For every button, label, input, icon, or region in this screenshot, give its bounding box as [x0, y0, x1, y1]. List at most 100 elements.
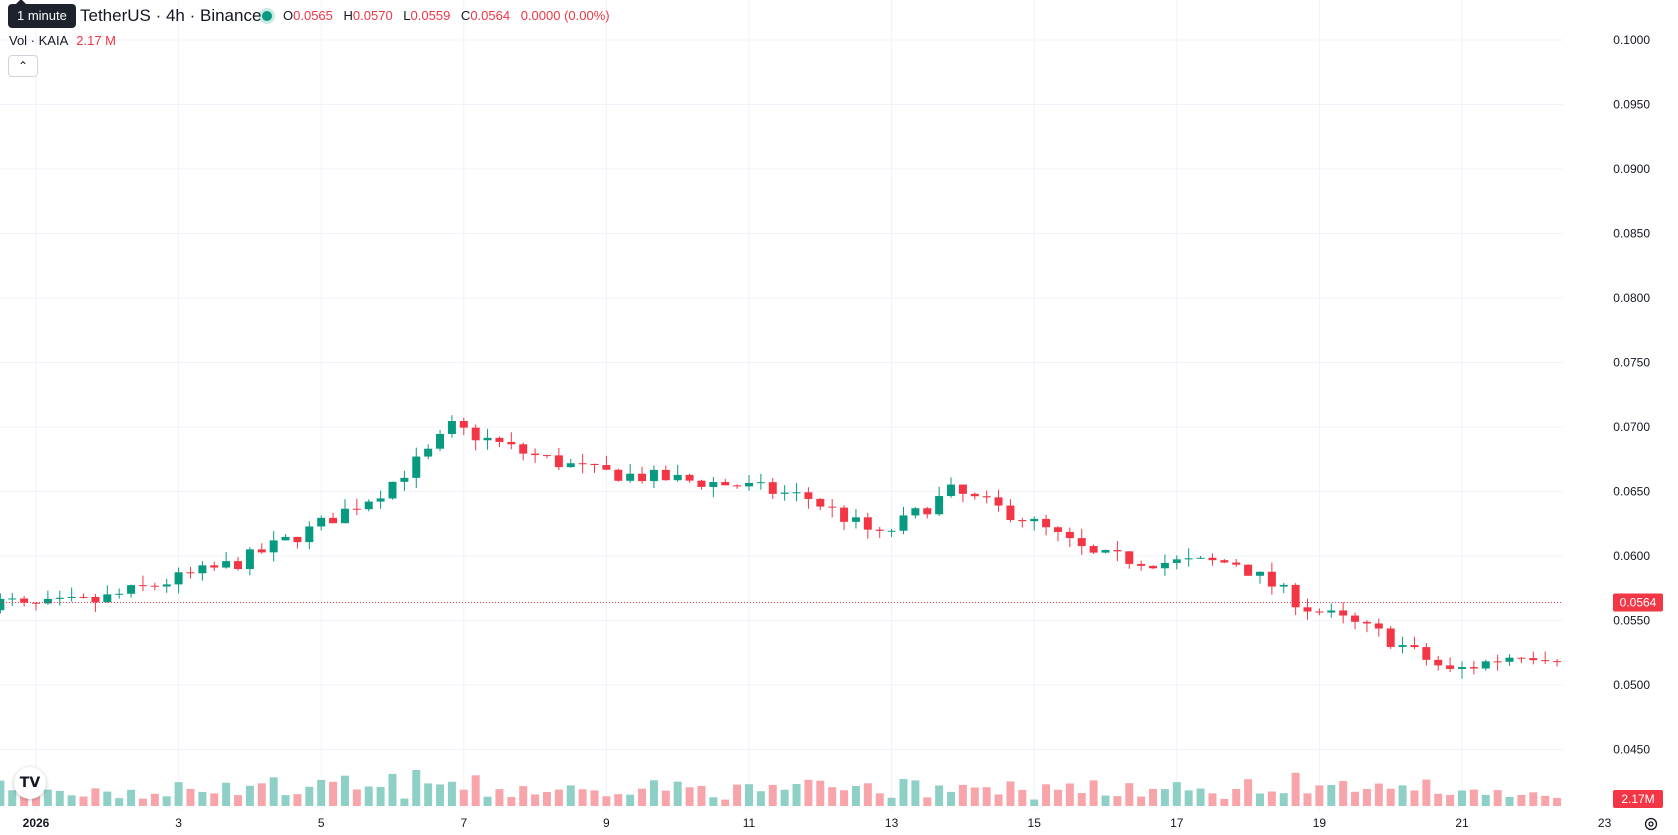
- candle-down: [1113, 550, 1122, 552]
- candle-down: [519, 444, 528, 454]
- volume-bar: [198, 791, 207, 806]
- time-tick-label: 17: [1170, 816, 1184, 830]
- volume-bar: [602, 796, 611, 806]
- candle-up: [174, 572, 183, 585]
- candle-down: [554, 455, 563, 468]
- candle-down: [459, 421, 468, 428]
- candle-down: [840, 507, 849, 522]
- last-price-badge: [1613, 593, 1663, 612]
- interval-tooltip: 1 minute: [8, 0, 76, 28]
- volume-bar: [1458, 790, 1466, 806]
- time-tick-label: 3: [175, 816, 182, 830]
- candle-down: [994, 497, 1003, 506]
- volume-bar: [1374, 783, 1383, 806]
- price-tick-label: 0.1000: [1613, 33, 1650, 47]
- candle-down: [234, 561, 243, 569]
- collapse-legend-button[interactable]: ⌃: [8, 55, 38, 77]
- candle-up: [1481, 661, 1490, 669]
- volume-bar: [91, 788, 100, 806]
- volume-bar: [222, 782, 231, 806]
- volume-bar: [388, 773, 397, 806]
- candle-up: [245, 549, 254, 569]
- open-value: 0.0565: [293, 8, 333, 23]
- volume-bar: [685, 787, 694, 806]
- volume-bar: [1255, 793, 1264, 806]
- price-tick-label: 0.0800: [1613, 291, 1650, 305]
- candle-down: [1362, 621, 1371, 624]
- candle-up: [400, 477, 409, 482]
- volume-bar: [127, 789, 136, 806]
- candle-down: [816, 498, 825, 507]
- volume-bar: [554, 789, 563, 806]
- candle-up: [222, 561, 231, 568]
- volume-bar: [1030, 799, 1039, 806]
- change-value: 0.0000 (0.00%): [520, 8, 610, 23]
- candle-down: [661, 469, 670, 481]
- volume-bar: [638, 788, 647, 806]
- price-axis-background: [1563, 0, 1678, 835]
- volume-bar: [1493, 790, 1502, 806]
- volume-bar: [935, 785, 944, 806]
- volume-bar: [1517, 794, 1526, 806]
- volume-bar: [531, 794, 540, 806]
- volume-bar: [55, 790, 64, 806]
- last-price-label: 0.0564: [1620, 595, 1657, 609]
- volume-bar: [649, 780, 658, 806]
- candle-down: [982, 496, 991, 498]
- tradingview-logo-icon[interactable]: TV: [14, 767, 46, 799]
- volume-bar: [923, 797, 932, 806]
- volume-bar: [293, 794, 302, 806]
- volume-bar: [578, 789, 587, 806]
- candle-down: [1232, 562, 1241, 565]
- volume-bar: [1481, 794, 1490, 806]
- candle-down: [1018, 520, 1027, 522]
- volume-bar: [1351, 791, 1360, 806]
- volume-bar: [8, 790, 17, 806]
- market-status-icon[interactable]: [262, 11, 272, 21]
- volume-bar: [1160, 789, 1169, 806]
- candle-down: [1089, 546, 1098, 553]
- candle-down: [210, 565, 219, 568]
- close-value: 0.0564: [470, 8, 511, 23]
- candle-down: [507, 441, 516, 445]
- volume-bar: [1208, 793, 1217, 806]
- volume-bar: [352, 789, 361, 806]
- candle-down: [685, 474, 694, 481]
- candle-down: [471, 427, 480, 441]
- volume-bar: [1541, 795, 1550, 806]
- candle-down: [602, 465, 611, 470]
- volume-bar: [851, 786, 860, 806]
- volume-bar: [1398, 785, 1407, 806]
- volume-bar: [1446, 794, 1455, 806]
- symbol-title[interactable]: TetherUS · 4h · Binance: [80, 6, 262, 25]
- candle-up: [115, 593, 124, 595]
- volume-bar: [899, 779, 908, 806]
- volume-badge-label: 2.17M: [1621, 792, 1654, 806]
- volume-bar: [840, 790, 849, 806]
- volume-bar: [519, 786, 528, 806]
- candle-down: [768, 482, 777, 494]
- candle-up: [317, 517, 326, 527]
- volume-bar: [1077, 793, 1086, 806]
- volume-bar: [1553, 797, 1562, 806]
- candle-up: [673, 474, 682, 481]
- candle-down: [32, 602, 40, 604]
- volume-bar: [257, 783, 266, 806]
- volume-bar: [1279, 793, 1288, 806]
- candle-up: [792, 492, 801, 494]
- volume-bar: [436, 784, 445, 806]
- volume-bar: [709, 797, 718, 806]
- candle-up: [780, 492, 789, 494]
- candle-down: [1125, 551, 1134, 564]
- volume-bar: [1422, 779, 1431, 806]
- candle-down: [1339, 610, 1348, 616]
- volume-bar: [1184, 790, 1193, 806]
- candle-up: [340, 508, 349, 524]
- candle-up: [127, 585, 136, 594]
- volume-bar: [1006, 781, 1015, 806]
- volume-bar: [828, 787, 837, 806]
- gear-icon[interactable]: [1643, 816, 1659, 832]
- candle-up: [851, 517, 860, 522]
- volume-bar: [1053, 789, 1062, 806]
